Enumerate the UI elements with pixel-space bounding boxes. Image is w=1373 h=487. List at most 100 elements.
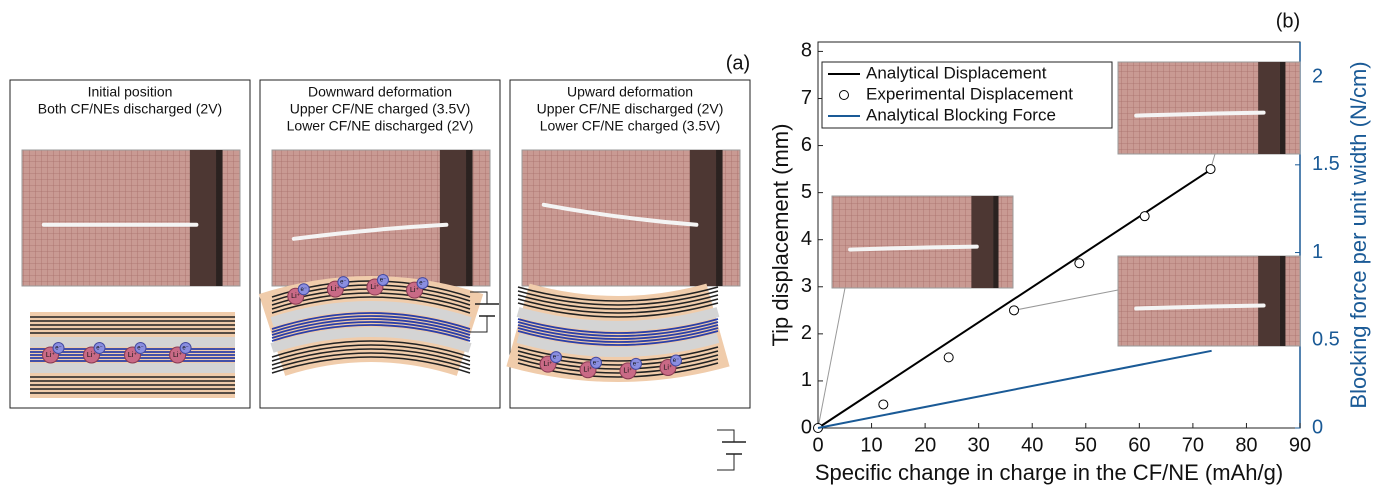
photo-clamp (189, 150, 217, 286)
x-tick-label: 80 (1235, 434, 1257, 456)
photo-clamp-edge (1279, 256, 1286, 346)
box-caption: Downward deformation (308, 84, 452, 100)
y-tick-label: 1 (801, 369, 812, 391)
legend-marker (839, 90, 849, 100)
ion-label: Li⁺ (410, 287, 419, 294)
electron-label: e⁻ (673, 358, 680, 364)
electron (179, 342, 192, 354)
ion-label: Li⁺ (623, 368, 632, 375)
separator (516, 333, 720, 357)
y2-tick-label: 2 (1312, 65, 1323, 87)
x-tick-label: 10 (860, 434, 882, 456)
legend-label: Analytical Displacement (866, 63, 1047, 82)
connector (1013, 289, 1119, 311)
y-tick-label: 3 (801, 275, 812, 297)
y-tick-label: 4 (801, 228, 812, 250)
photo-clamp (439, 150, 467, 286)
fiber (271, 312, 471, 330)
box-caption: Both CF/NEs discharged (2V) (38, 101, 222, 117)
electron (416, 277, 429, 290)
electron-label: e⁻ (340, 280, 347, 286)
battery (475, 303, 499, 317)
y-axis-label: Tip displacement (mm) (768, 124, 793, 347)
photo-clamp (689, 150, 717, 286)
legend-label: Experimental Displacement (866, 84, 1073, 103)
electron (550, 351, 562, 364)
ion-label: Li⁺ (173, 352, 182, 359)
fiber (271, 318, 471, 336)
connector (817, 287, 846, 429)
x-tick-label: 30 (968, 434, 990, 456)
box-caption: Lower CF/NE discharged (2V) (287, 118, 474, 134)
fiber (271, 348, 471, 366)
fiber (271, 356, 471, 374)
fiber (517, 318, 719, 334)
photo-sample (1134, 110, 1266, 118)
separator (270, 301, 472, 327)
y-tick-label: 2 (801, 322, 812, 344)
legend-box (821, 61, 1113, 129)
electron (590, 356, 602, 369)
data-point (1009, 305, 1020, 316)
ion-label: Li⁺ (291, 293, 300, 300)
photo-clamp-edge (716, 150, 723, 286)
box-caption: Initial position (88, 84, 173, 100)
y2-tick-label: 1 (1312, 241, 1323, 263)
data-point (1205, 164, 1216, 175)
fiber (517, 298, 719, 314)
electron-label: e⁻ (380, 278, 387, 284)
fiber (271, 340, 471, 358)
ion-label: Li⁺ (331, 286, 340, 293)
y-tick-label: 7 (801, 87, 812, 109)
y2-tick-label: 0 (1312, 416, 1323, 438)
fiber (517, 294, 719, 310)
electron-label: e⁻ (633, 361, 640, 367)
electron (337, 276, 350, 289)
fiber (271, 321, 471, 339)
fiber (271, 352, 471, 370)
fiber (517, 290, 719, 306)
electron-label: e⁻ (55, 346, 62, 352)
x-tick-label: 40 (1021, 434, 1043, 456)
ion-label: Li⁺ (128, 352, 137, 359)
fiber (517, 321, 719, 337)
photo-clamp (971, 196, 994, 288)
legend-label: Analytical Blocking Force (866, 105, 1056, 124)
fiber (271, 296, 471, 314)
x-tick-label: 50 (1075, 434, 1097, 456)
electron (93, 342, 106, 354)
photo-clamp-edge (993, 196, 999, 288)
y-tick-label: 0 (801, 416, 812, 438)
photo-sample (541, 202, 699, 227)
panel-label: (a) (726, 52, 750, 74)
y2-tick-label: 1.5 (1312, 153, 1340, 175)
electron (376, 274, 389, 287)
electron-label: e⁻ (553, 355, 560, 361)
photo-sample (848, 244, 979, 252)
electron-label: e⁻ (96, 346, 103, 352)
battery-wire (717, 429, 735, 471)
electron-label: e⁻ (137, 346, 144, 352)
electron (630, 357, 642, 370)
fiber (517, 327, 719, 343)
box-caption: Upward deformation (567, 84, 693, 100)
fiber (517, 330, 719, 346)
y-tick-label: 6 (801, 134, 812, 156)
fiber (517, 324, 719, 340)
electron-label: e⁻ (419, 281, 426, 287)
fiber (517, 302, 719, 318)
x-tick-label: 70 (1182, 434, 1204, 456)
electron (134, 342, 147, 354)
data-point (878, 399, 889, 410)
electron-label: e⁻ (182, 346, 189, 352)
electron (297, 283, 310, 296)
ion-label: Li⁺ (87, 352, 96, 359)
electron (670, 354, 682, 367)
y-tick-label: 5 (801, 181, 812, 203)
ion-label: Li⁺ (543, 361, 552, 368)
x-tick-label: 0 (812, 434, 823, 456)
y2-axis-label: Blocking force per unit width (N/cm) (1346, 61, 1371, 408)
separator (516, 307, 720, 331)
ion-label: Li⁺ (370, 284, 379, 291)
y2-tick-label: 0.5 (1312, 329, 1340, 351)
